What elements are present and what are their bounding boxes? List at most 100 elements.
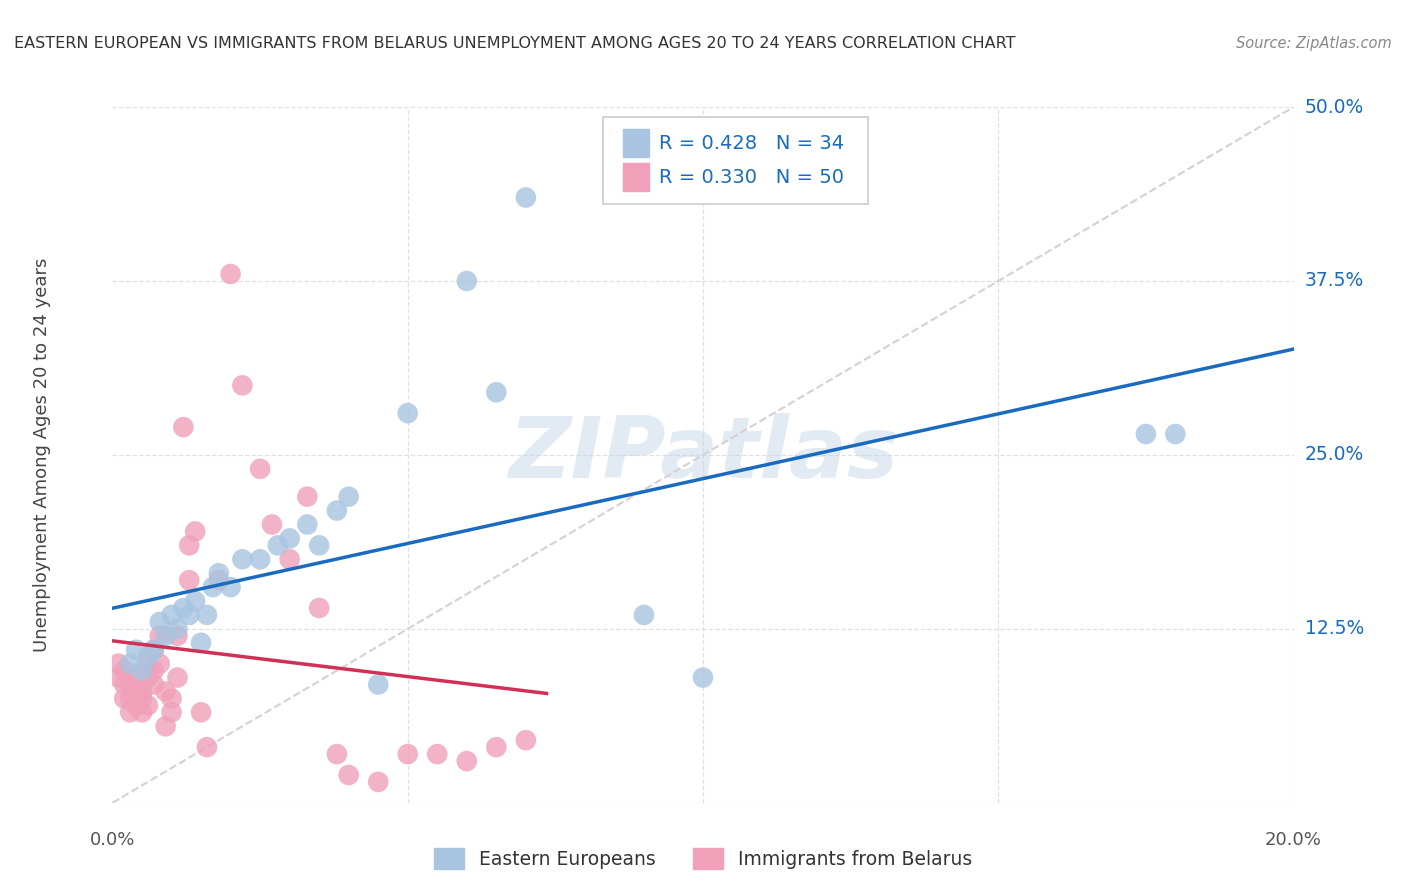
Bar <box>623 163 648 191</box>
Point <box>308 538 330 552</box>
Point <box>326 503 349 517</box>
Point <box>396 747 419 761</box>
Point <box>155 719 177 733</box>
Point <box>485 740 508 755</box>
Point <box>297 490 319 504</box>
Point <box>125 684 148 698</box>
Point <box>184 524 207 539</box>
Point <box>155 684 177 698</box>
Point <box>155 629 177 643</box>
Point <box>297 517 319 532</box>
Text: R = 0.330   N = 50: R = 0.330 N = 50 <box>659 168 844 186</box>
Point <box>125 698 148 713</box>
Point <box>219 580 242 594</box>
Point <box>179 573 201 587</box>
Point <box>131 706 153 720</box>
Point <box>426 747 449 761</box>
Point <box>131 684 153 698</box>
Point <box>308 601 330 615</box>
Text: EASTERN EUROPEAN VS IMMIGRANTS FROM BELARUS UNEMPLOYMENT AMONG AGES 20 TO 24 YEA: EASTERN EUROPEAN VS IMMIGRANTS FROM BELA… <box>14 36 1015 51</box>
Point <box>136 657 159 671</box>
Point <box>142 664 165 678</box>
Bar <box>623 129 648 157</box>
Point <box>107 671 129 685</box>
Point <box>692 671 714 685</box>
Point <box>267 538 290 552</box>
Point <box>326 747 349 761</box>
Point <box>1135 427 1157 442</box>
Point <box>456 274 478 288</box>
Point <box>166 629 188 643</box>
Point <box>172 420 194 434</box>
Point <box>160 706 183 720</box>
Point <box>190 636 212 650</box>
Legend: Eastern Europeans, Immigrants from Belarus: Eastern Europeans, Immigrants from Belar… <box>426 840 980 877</box>
Point <box>131 691 153 706</box>
Point <box>125 642 148 657</box>
Point <box>120 677 142 691</box>
Point <box>142 642 165 657</box>
Text: 20.0%: 20.0% <box>1265 830 1322 848</box>
Point <box>190 706 212 720</box>
Point <box>107 657 129 671</box>
Point <box>149 615 172 629</box>
Point <box>231 552 253 566</box>
Point <box>172 601 194 615</box>
Point <box>278 552 301 566</box>
Text: ZIPatlas: ZIPatlas <box>508 413 898 497</box>
Point <box>208 566 231 581</box>
Point <box>136 649 159 664</box>
Point <box>337 768 360 782</box>
Point <box>112 691 135 706</box>
Point <box>249 552 271 566</box>
Point <box>136 698 159 713</box>
Point <box>120 657 142 671</box>
Text: R = 0.428   N = 34: R = 0.428 N = 34 <box>659 134 845 153</box>
Point <box>633 607 655 622</box>
Point <box>120 691 142 706</box>
Point <box>149 629 172 643</box>
Point <box>231 378 253 392</box>
Point <box>208 573 231 587</box>
Point <box>278 532 301 546</box>
Point <box>195 740 218 755</box>
Point <box>166 622 188 636</box>
Point <box>367 775 389 789</box>
Point <box>160 607 183 622</box>
Point <box>396 406 419 420</box>
Point <box>515 190 537 204</box>
Point <box>179 538 201 552</box>
Text: 50.0%: 50.0% <box>1305 97 1364 117</box>
Text: Unemployment Among Ages 20 to 24 years: Unemployment Among Ages 20 to 24 years <box>32 258 51 652</box>
Point <box>260 517 283 532</box>
Point <box>120 706 142 720</box>
Point <box>1164 427 1187 442</box>
Point <box>485 385 508 400</box>
Point <box>142 677 165 691</box>
Point <box>142 642 165 657</box>
Point <box>184 594 207 608</box>
Text: 12.5%: 12.5% <box>1305 619 1364 639</box>
Point <box>160 691 183 706</box>
Point <box>201 580 224 594</box>
Point <box>179 607 201 622</box>
FancyBboxPatch shape <box>603 118 869 204</box>
Text: Source: ZipAtlas.com: Source: ZipAtlas.com <box>1236 36 1392 51</box>
Point <box>337 490 360 504</box>
Point <box>149 657 172 671</box>
Text: 37.5%: 37.5% <box>1305 271 1364 291</box>
Point <box>367 677 389 691</box>
Point <box>125 671 148 685</box>
Point <box>456 754 478 768</box>
Text: 25.0%: 25.0% <box>1305 445 1364 465</box>
Point <box>515 733 537 747</box>
Point <box>249 462 271 476</box>
Point <box>131 664 153 678</box>
Text: 0.0%: 0.0% <box>90 830 135 848</box>
Point <box>166 671 188 685</box>
Point <box>195 607 218 622</box>
Point <box>112 677 135 691</box>
Point <box>219 267 242 281</box>
Point <box>112 664 135 678</box>
Point <box>136 671 159 685</box>
